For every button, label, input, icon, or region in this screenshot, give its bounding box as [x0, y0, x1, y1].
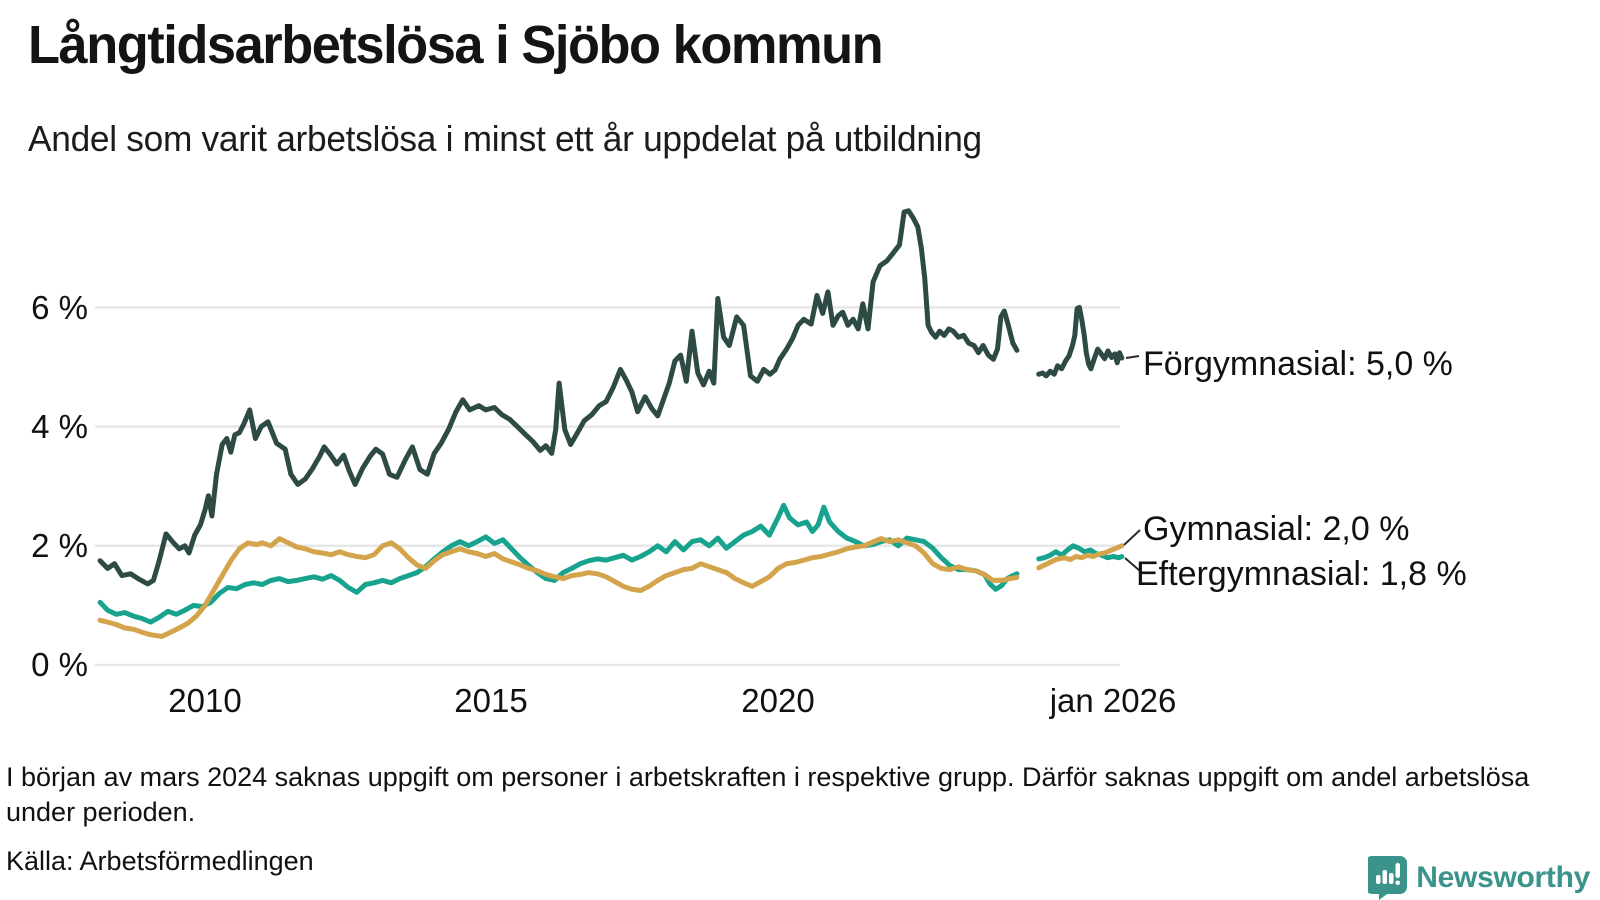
- series-gymnasial: [97, 536, 1125, 639]
- connector-forgymnasial: [1125, 355, 1140, 359]
- line-gymnasial: [1036, 543, 1125, 571]
- line-gymnasial: [97, 536, 1020, 639]
- exclamation-dot: [1395, 880, 1401, 885]
- source-credit: Källa: Arbetsförmedlingen: [6, 846, 314, 876]
- connector-gymnasial: [1123, 529, 1141, 546]
- y-tick-4: 4 %: [31, 408, 88, 445]
- x-tick-2010: 2010: [168, 682, 241, 719]
- label-forgymnasial: Förgymnasial: 5,0 %: [1143, 345, 1453, 383]
- gridlines: [95, 306, 1120, 667]
- exclamation-bar: [1395, 863, 1401, 878]
- bubble-shape: [1368, 856, 1408, 900]
- series-eftergymnasial: [97, 502, 1125, 625]
- line-forgymnasial: [1036, 304, 1125, 379]
- line-eftergymnasial: [97, 502, 1020, 625]
- label-eftergymnasial: Eftergymnasial: 1,8 %: [1136, 555, 1467, 593]
- y-tick-0: 0 %: [31, 646, 88, 683]
- line-chart: 6 % 4 % 2 % 0 % 2010 2015 2020 jan 2026 …: [31, 208, 1467, 719]
- bar-1: [1376, 875, 1381, 884]
- page-subtitle: Andel som varit arbetslösa i minst ett å…: [28, 118, 982, 159]
- x-tick-2020: 2020: [741, 682, 814, 719]
- x-tick-jan2026: jan 2026: [1049, 682, 1177, 719]
- series-forgymnasial: [97, 208, 1125, 587]
- series-end-labels: Förgymnasial: 5,0 % Gymnasial: 2,0 % Eft…: [1136, 345, 1467, 593]
- x-tick-2015: 2015: [454, 682, 527, 719]
- y-axis: 6 % 4 % 2 % 0 %: [31, 289, 88, 683]
- bar-3: [1389, 873, 1394, 884]
- footnote: I början av mars 2024 saknas uppgift om …: [6, 762, 1530, 827]
- brand-name: Newsworthy: [1416, 860, 1590, 894]
- x-axis: 2010 2015 2020 jan 2026: [168, 682, 1176, 719]
- bar-2: [1382, 870, 1388, 884]
- page-title: Långtidsarbetslösa i Sjöbo kommun: [28, 15, 884, 75]
- bar-chart-exclamation-bubble-icon: [1368, 856, 1408, 900]
- line-eftergymnasial: [1036, 543, 1125, 562]
- y-tick-6: 6 %: [31, 289, 88, 326]
- line-forgymnasial: [97, 208, 1020, 587]
- label-connectors: [1123, 355, 1141, 572]
- y-tick-2: 2 %: [31, 527, 88, 564]
- brand-logo: Newsworthy: [1368, 855, 1590, 900]
- label-gymnasial: Gymnasial: 2,0 %: [1143, 510, 1409, 548]
- connector-eftergymnasial: [1124, 557, 1141, 572]
